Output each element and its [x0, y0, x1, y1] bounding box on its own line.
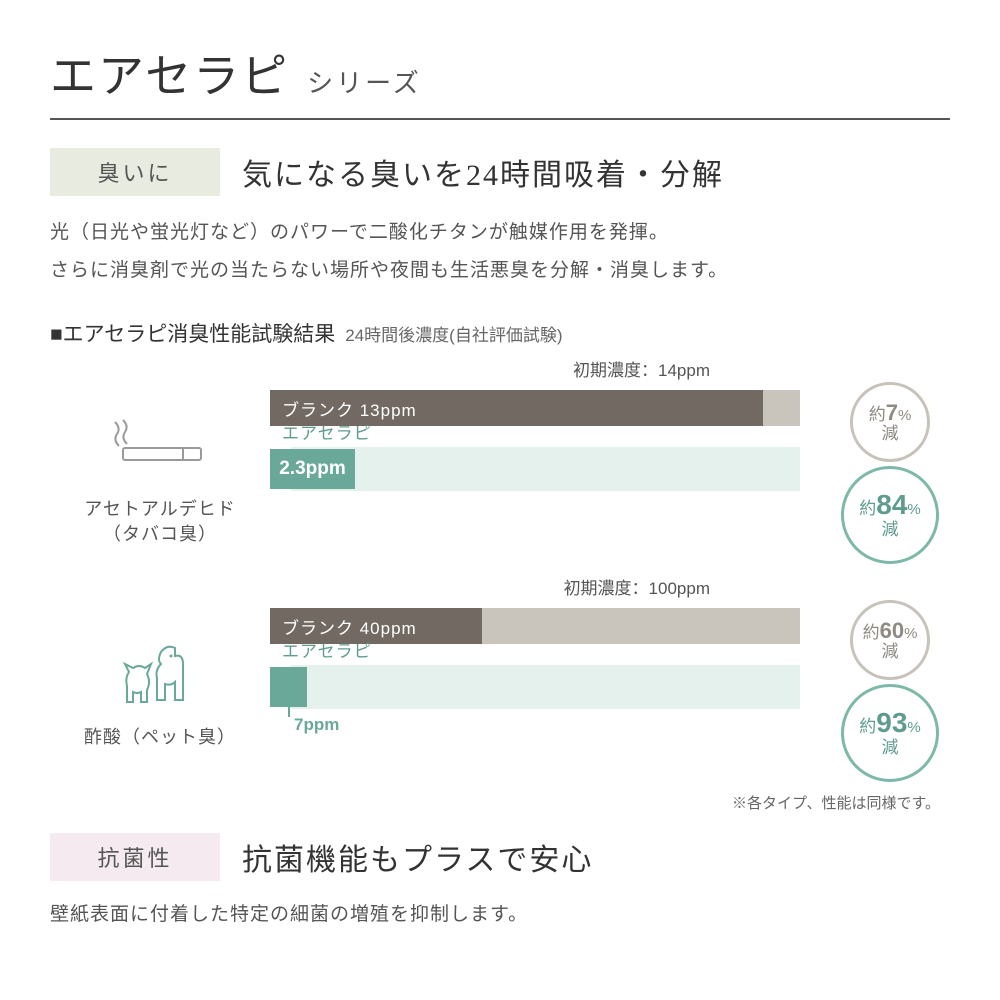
- pet-icon: [105, 634, 215, 714]
- initial-label-1: 初期濃度：14ppm: [270, 356, 830, 381]
- header-divider: [50, 118, 950, 120]
- reduce-text: 減: [882, 425, 899, 444]
- approx-text: 約: [859, 717, 876, 736]
- tag-odor: 臭いに: [50, 148, 220, 196]
- tag-anti: 抗菌性: [50, 833, 220, 881]
- test-subtitle: 24時間後濃度(自社評価試験): [345, 321, 562, 346]
- badge-col-1: 約7% 減 約84% 減: [830, 356, 950, 564]
- product-bar-2: [270, 667, 307, 707]
- reduce-text: 減: [882, 521, 899, 540]
- pct-text: 60: [880, 618, 904, 643]
- cigarette-icon: [105, 416, 215, 486]
- arrow-body-2: [292, 665, 800, 709]
- bars-col-2: 初期濃度：100ppm ブランク 40ppm エアセラピ 7ppm: [270, 574, 830, 721]
- approx-text: 約: [869, 405, 886, 424]
- test-title: ■エアセラピ消臭性能試験結果: [50, 318, 335, 348]
- desc-line1: 光（日光や蛍光灯など）のパワーで二酸化チタンが触媒作用を発揮。: [50, 214, 950, 252]
- bars-col-1: 初期濃度：14ppm ブランク 13ppm エアセラピ 2.3ppm: [270, 356, 830, 503]
- badge-product-2: 約93% 減: [841, 684, 939, 782]
- sub-title: シリーズ: [307, 63, 422, 100]
- pct-text: 7: [886, 400, 898, 425]
- main-title: エアセラピ: [50, 40, 289, 106]
- arrow-body-1: [292, 447, 800, 491]
- badge-col-2: 約60% 減 約93% 減: [830, 574, 950, 782]
- product-bar-1: 2.3ppm: [270, 449, 355, 489]
- desc-odor: 光（日光や蛍光灯など）のパワーで二酸化チタンが触媒作用を発揮。 さらに消臭剤で光…: [50, 214, 950, 290]
- chart-item-pet: 酢酸（ペット臭） 初期濃度：100ppm ブランク 40ppm エアセラピ 7p…: [50, 574, 950, 782]
- approx-text: 約: [863, 623, 880, 642]
- bar-arrow-2: [270, 659, 800, 715]
- initial-label-2: 初期濃度：100ppm: [270, 574, 830, 599]
- pct-text: 93: [876, 707, 907, 738]
- heading-odor: 気になる臭いを24時間吸着・分解: [242, 150, 724, 194]
- product-label-1: エアセラピ: [282, 419, 372, 444]
- ppm-note-2: 7ppm: [294, 715, 339, 735]
- product-bar-row-1: エアセラピ 2.3ppm: [270, 441, 830, 497]
- product-label-2: エアセラピ: [282, 637, 372, 662]
- reduce-text: 減: [882, 643, 899, 662]
- badge-blank-2: 約60% 減: [850, 600, 930, 680]
- pct-text: 84: [876, 489, 907, 520]
- test-title-row: ■エアセラピ消臭性能試験結果 24時間後濃度(自社評価試験): [50, 318, 950, 348]
- badge-blank-1: 約7% 減: [850, 382, 930, 462]
- desc-anti: 壁紙表面に付着した特定の細菌の増殖を抑制します。: [50, 899, 950, 926]
- section-anti-head: 抗菌性 抗菌機能もプラスで安心: [50, 833, 950, 881]
- reduce-text: 減: [882, 739, 899, 758]
- chart-item-acetaldehyde: アセトアルデヒド （タバコ臭） 初期濃度：14ppm ブランク 13ppm エア…: [50, 356, 950, 564]
- page-header: エアセラピ シリーズ: [50, 40, 950, 106]
- footnote: ※各タイプ、性能は同様です。: [50, 792, 950, 813]
- desc-line2: さらに消臭剤で光の当たらない場所や夜間も生活悪臭を分解・消臭します。: [50, 252, 950, 290]
- heading-anti: 抗菌機能もプラスで安心: [242, 835, 593, 879]
- substance-label-2: 酢酸（ペット臭）: [50, 725, 270, 750]
- badge-product-1: 約84% 減: [841, 466, 939, 564]
- source-label-1: （タバコ臭）: [50, 522, 270, 547]
- section-anti: 抗菌性 抗菌機能もプラスで安心 壁紙表面に付着した特定の細菌の増殖を抑制します。: [50, 833, 950, 926]
- product-bar-row-2: エアセラピ 7ppm: [270, 659, 830, 715]
- icon-col-cigarette: アセトアルデヒド （タバコ臭）: [50, 356, 270, 547]
- section-odor-head: 臭いに 気になる臭いを24時間吸着・分解: [50, 148, 950, 196]
- substance-label-1: アセトアルデヒド: [50, 497, 270, 522]
- approx-text: 約: [859, 499, 876, 518]
- icon-col-pet: 酢酸（ペット臭）: [50, 574, 270, 750]
